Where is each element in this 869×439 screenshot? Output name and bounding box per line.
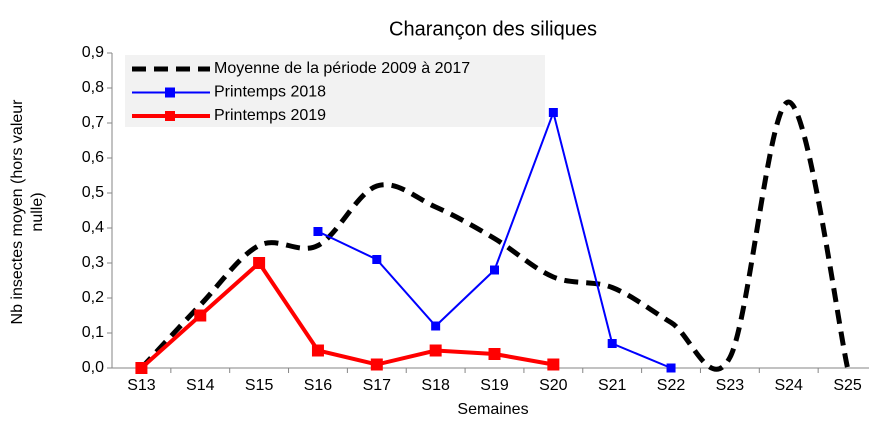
y-tick-label: 0,9 (82, 44, 104, 61)
x-tick-label: S18 (421, 377, 450, 394)
x-tick-label: S16 (304, 377, 333, 394)
marker (666, 363, 676, 373)
y-tick-label: 0,7 (82, 114, 104, 131)
x-tick-label: S23 (716, 377, 745, 394)
x-tick-label: S15 (245, 377, 274, 394)
marker (372, 255, 382, 264)
y-tick-label: 0,2 (82, 289, 104, 306)
marker (370, 358, 383, 371)
x-tick-label: S24 (774, 377, 803, 394)
y-tick-label: 0,1 (82, 324, 104, 341)
x-tick-label: S19 (480, 377, 509, 394)
marker (488, 348, 501, 360)
y-axis-label: Nb insectes moyen (hors valeur (9, 99, 26, 325)
y-tick-label: 0,0 (82, 359, 104, 376)
legend-label: Printemps 2018 (214, 84, 326, 101)
x-axis-label: Semaines (457, 401, 528, 418)
x-tick-label: S20 (539, 377, 568, 394)
chart-title: Charançon des siliques (389, 18, 597, 40)
y-tick-label: 0,8 (82, 79, 104, 96)
legend-label: Moyenne de la période 2009 à 2017 (214, 60, 470, 77)
marker (548, 108, 558, 117)
x-tick-label: S22 (657, 377, 686, 394)
y-tick-label: 0,6 (82, 149, 104, 166)
x-tick-label: S13 (127, 377, 156, 394)
marker (429, 344, 442, 357)
legend-label: Printemps 2019 (214, 107, 326, 124)
y-axis-label: nulle) (29, 192, 46, 231)
marker (135, 362, 148, 374)
marker (490, 265, 499, 275)
y-tick-label: 0,3 (82, 254, 104, 271)
marker (431, 321, 441, 331)
marker (194, 309, 207, 322)
marker (253, 257, 266, 269)
x-tick-label: S21 (598, 377, 627, 394)
marker (547, 358, 560, 371)
y-tick-label: 0,5 (82, 184, 104, 201)
marker (607, 339, 617, 348)
series-line (139, 99, 851, 372)
legend-marker (165, 87, 175, 98)
series-line (140, 259, 554, 370)
legend-marker (165, 111, 175, 121)
marker (313, 227, 323, 236)
x-tick-label: S14 (186, 377, 215, 394)
x-tick-label: S25 (833, 377, 862, 394)
x-tick-label: S17 (363, 377, 392, 394)
marker (311, 344, 324, 357)
y-tick-label: 0,4 (82, 219, 104, 236)
